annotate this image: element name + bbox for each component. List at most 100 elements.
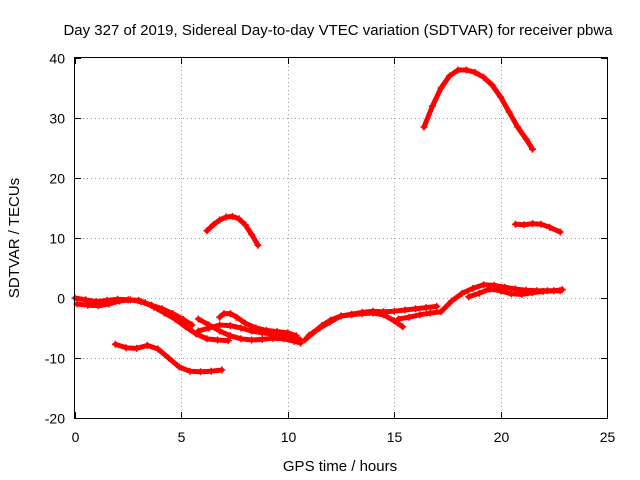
data-point (556, 228, 564, 236)
series-arc-12 (420, 66, 537, 153)
data-point (248, 336, 256, 344)
data-point (180, 316, 188, 324)
data-point (399, 323, 407, 331)
data-point (394, 315, 402, 323)
data-point (429, 102, 437, 110)
data-point (105, 300, 113, 308)
series-line (466, 286, 565, 300)
data-point (292, 332, 300, 340)
x-tick-label: 10 (281, 429, 297, 445)
data-point (448, 297, 456, 305)
data-point (550, 287, 558, 295)
x-tick-labels: 0 5 10 15 20 25 (72, 429, 616, 445)
data-point (326, 318, 334, 326)
series-arc-2 (73, 296, 196, 329)
data-point (522, 135, 530, 143)
data-point (465, 293, 473, 301)
data-point (529, 145, 537, 153)
data-point (529, 289, 537, 297)
data-point (226, 332, 234, 340)
plot-frame (74, 57, 608, 419)
data-point (316, 324, 324, 332)
data-point (511, 285, 519, 293)
data-point (148, 301, 156, 309)
data-point (471, 68, 479, 76)
x-tick-label: 5 (178, 429, 186, 445)
data-point (369, 307, 377, 315)
data-point (405, 313, 413, 321)
data-point (111, 340, 119, 348)
data-point (224, 337, 232, 345)
data-point (305, 331, 313, 339)
data-point (228, 212, 236, 220)
data-point (143, 341, 151, 349)
data-point (194, 315, 202, 323)
data-point (463, 66, 471, 74)
series-arc-3 (194, 315, 305, 347)
data-point (380, 308, 388, 316)
data-point (133, 344, 141, 352)
data-point (226, 322, 234, 330)
data-point (226, 310, 234, 318)
data-point (539, 287, 547, 295)
y-tick-label: -20 (45, 411, 65, 427)
data-point (458, 289, 466, 297)
series-line (421, 67, 535, 152)
data-point (505, 108, 513, 116)
data-point (518, 290, 526, 298)
data-point (437, 84, 445, 92)
data-point (137, 298, 145, 306)
data-point (537, 220, 545, 228)
data-point (237, 324, 245, 332)
data-point (188, 321, 196, 329)
data-point (480, 281, 488, 289)
data-point (216, 321, 224, 329)
data-point (273, 328, 281, 336)
y-tick-label: 10 (49, 231, 65, 247)
data-point (433, 302, 441, 310)
data-point (426, 309, 434, 317)
data-point (205, 324, 213, 332)
chart-title: Day 327 of 2019, Sidereal Day-to-day VTE… (63, 22, 613, 39)
series-arc-13 (511, 220, 564, 236)
data-point (420, 123, 428, 131)
series-arc-10 (394, 281, 564, 323)
data-point (497, 93, 505, 101)
data-point (411, 305, 419, 313)
x-tick-label: 25 (600, 429, 616, 445)
data-point (203, 335, 211, 343)
data-point (252, 324, 260, 332)
series-arc-5 (216, 310, 300, 340)
series-arc-6 (111, 340, 226, 376)
x-tick-label: 15 (387, 429, 403, 445)
data-point (175, 363, 183, 371)
grid-lines (75, 58, 607, 418)
data-point (122, 344, 130, 352)
data-point (158, 305, 166, 313)
data-point (207, 367, 215, 375)
data-point (165, 354, 173, 362)
series-line (204, 213, 261, 248)
y-tick-label: 20 (49, 171, 65, 187)
data-point (507, 290, 515, 298)
data-point (454, 66, 462, 74)
data-point (511, 220, 519, 228)
y-axis-title: SDTVAR / TECUs (6, 178, 23, 298)
data-point (218, 366, 226, 374)
data-point (220, 310, 228, 318)
series-arc-7 (203, 212, 262, 249)
data-point (475, 289, 483, 297)
data-point (390, 307, 398, 315)
data-point (488, 81, 496, 89)
data-point (416, 311, 424, 319)
data-point (154, 345, 162, 353)
data-point (529, 220, 537, 228)
data-point (216, 327, 224, 335)
x-tick-label: 0 (72, 429, 80, 445)
y-tick-label: 40 (49, 51, 65, 67)
data-point (437, 308, 445, 316)
data-point (401, 306, 409, 314)
data-point (348, 310, 356, 318)
series-arc-11 (465, 285, 566, 301)
